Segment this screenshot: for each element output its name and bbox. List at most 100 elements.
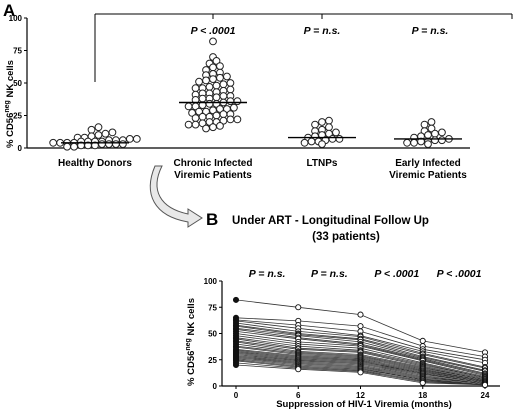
data-point bbox=[212, 111, 221, 120]
data-point bbox=[216, 122, 224, 130]
y-tick-label: 25 bbox=[208, 356, 217, 365]
data-point bbox=[191, 120, 200, 129]
data-point bbox=[195, 77, 203, 86]
data-point bbox=[87, 125, 96, 134]
pvalue-label: P = n.s. bbox=[304, 25, 341, 37]
x-tick-label: 12 bbox=[356, 391, 365, 400]
data-point bbox=[419, 379, 426, 386]
data-point bbox=[202, 76, 210, 85]
y-tick-label: 0 bbox=[213, 382, 218, 391]
data-point bbox=[226, 85, 235, 94]
x-tick-label: 6 bbox=[296, 391, 301, 400]
curved-arrow bbox=[149, 165, 203, 228]
data-point bbox=[300, 138, 309, 147]
data-point bbox=[191, 114, 200, 122]
data-point bbox=[219, 92, 228, 100]
panel-b-letter: B bbox=[206, 210, 218, 229]
y-tick-label: 50 bbox=[13, 79, 22, 88]
data-point bbox=[105, 140, 113, 149]
data-point bbox=[419, 337, 426, 344]
pvalue-label: P = n.s. bbox=[311, 268, 348, 280]
data-point bbox=[118, 140, 127, 149]
y-tick-label: 0 bbox=[18, 144, 23, 153]
data-point bbox=[216, 73, 224, 82]
data-point bbox=[424, 140, 432, 149]
data-point bbox=[49, 138, 58, 147]
data-point bbox=[198, 94, 207, 103]
data-point bbox=[318, 140, 326, 149]
data-point bbox=[209, 123, 217, 132]
data-point bbox=[226, 97, 235, 106]
category-label: Viremic Patients bbox=[174, 170, 252, 181]
pvalue-label: P = n.s. bbox=[249, 268, 286, 280]
data-point bbox=[318, 118, 326, 126]
x-tick-label: 0 bbox=[234, 391, 239, 400]
panel-a-y-ticks: 0 25 50 75 100 bbox=[9, 14, 27, 153]
panel-a-letter: A bbox=[3, 1, 15, 20]
category-label: Chronic Infected bbox=[174, 158, 253, 169]
panel-a-y-axis-label: % CD56neg NK cells bbox=[4, 60, 16, 148]
data-point bbox=[438, 128, 446, 137]
data-point bbox=[328, 135, 337, 143]
data-point bbox=[325, 123, 333, 132]
panel-a-pvalues: P < .0001 P = n.s. P = n.s. bbox=[191, 25, 449, 37]
data-point bbox=[202, 124, 210, 133]
data-point bbox=[427, 118, 436, 126]
category-label: Healthy Donors bbox=[58, 158, 132, 169]
data-point bbox=[184, 120, 193, 129]
panel-b-title: Under ART - Longitudinal Follow Up bbox=[232, 215, 429, 227]
category-label: LTNPs bbox=[307, 158, 338, 169]
data-point bbox=[108, 128, 117, 137]
data-point bbox=[357, 311, 364, 318]
y-tick-label: 75 bbox=[208, 303, 217, 312]
data-point bbox=[427, 124, 436, 133]
data-point bbox=[132, 135, 141, 143]
pvalue-label: P < .0001 bbox=[191, 25, 236, 37]
x-tick-label: 24 bbox=[481, 391, 490, 400]
data-point bbox=[233, 115, 242, 124]
panel-b-y-axis-label: % CD56neg NK cells bbox=[185, 298, 197, 386]
data-point bbox=[232, 296, 240, 303]
data-point bbox=[424, 131, 432, 139]
category-label: Early Infected bbox=[395, 158, 461, 169]
y-tick-label: 25 bbox=[13, 112, 22, 121]
pvalue-label: P < .0001 bbox=[374, 268, 419, 280]
data-point bbox=[209, 63, 217, 72]
data-point bbox=[335, 135, 344, 143]
data-point bbox=[198, 112, 207, 121]
panel-b-subtitle: (33 patients) bbox=[312, 231, 380, 243]
data-point bbox=[205, 99, 214, 108]
data-point bbox=[311, 120, 319, 129]
data-point bbox=[112, 140, 120, 149]
data-point bbox=[98, 140, 106, 149]
data-point bbox=[226, 115, 235, 124]
data-point bbox=[219, 80, 228, 89]
data-point bbox=[219, 110, 228, 119]
data-point bbox=[205, 83, 214, 91]
data-point bbox=[223, 72, 231, 81]
data-point bbox=[332, 128, 340, 137]
data-point bbox=[410, 138, 418, 147]
data-point bbox=[325, 116, 333, 125]
data-point bbox=[209, 75, 217, 83]
data-point bbox=[230, 103, 238, 112]
panel-a-points bbox=[49, 37, 462, 151]
data-point bbox=[431, 129, 439, 138]
data-point bbox=[70, 142, 78, 151]
data-point bbox=[101, 129, 110, 138]
data-point bbox=[212, 93, 221, 102]
panel-a-significance-brackets bbox=[94, 13, 513, 82]
data-point bbox=[212, 57, 221, 65]
category-label: Viremic Patients bbox=[389, 170, 467, 181]
data-point bbox=[438, 136, 446, 145]
pvalue-label: P = n.s. bbox=[412, 25, 449, 37]
data-point bbox=[233, 97, 242, 106]
data-point bbox=[216, 62, 224, 70]
data-point bbox=[420, 120, 429, 129]
data-point bbox=[431, 136, 439, 145]
y-tick-label: 100 bbox=[9, 14, 23, 23]
x-tick-label: 18 bbox=[418, 391, 427, 400]
data-point bbox=[94, 131, 103, 139]
data-point bbox=[357, 323, 364, 330]
